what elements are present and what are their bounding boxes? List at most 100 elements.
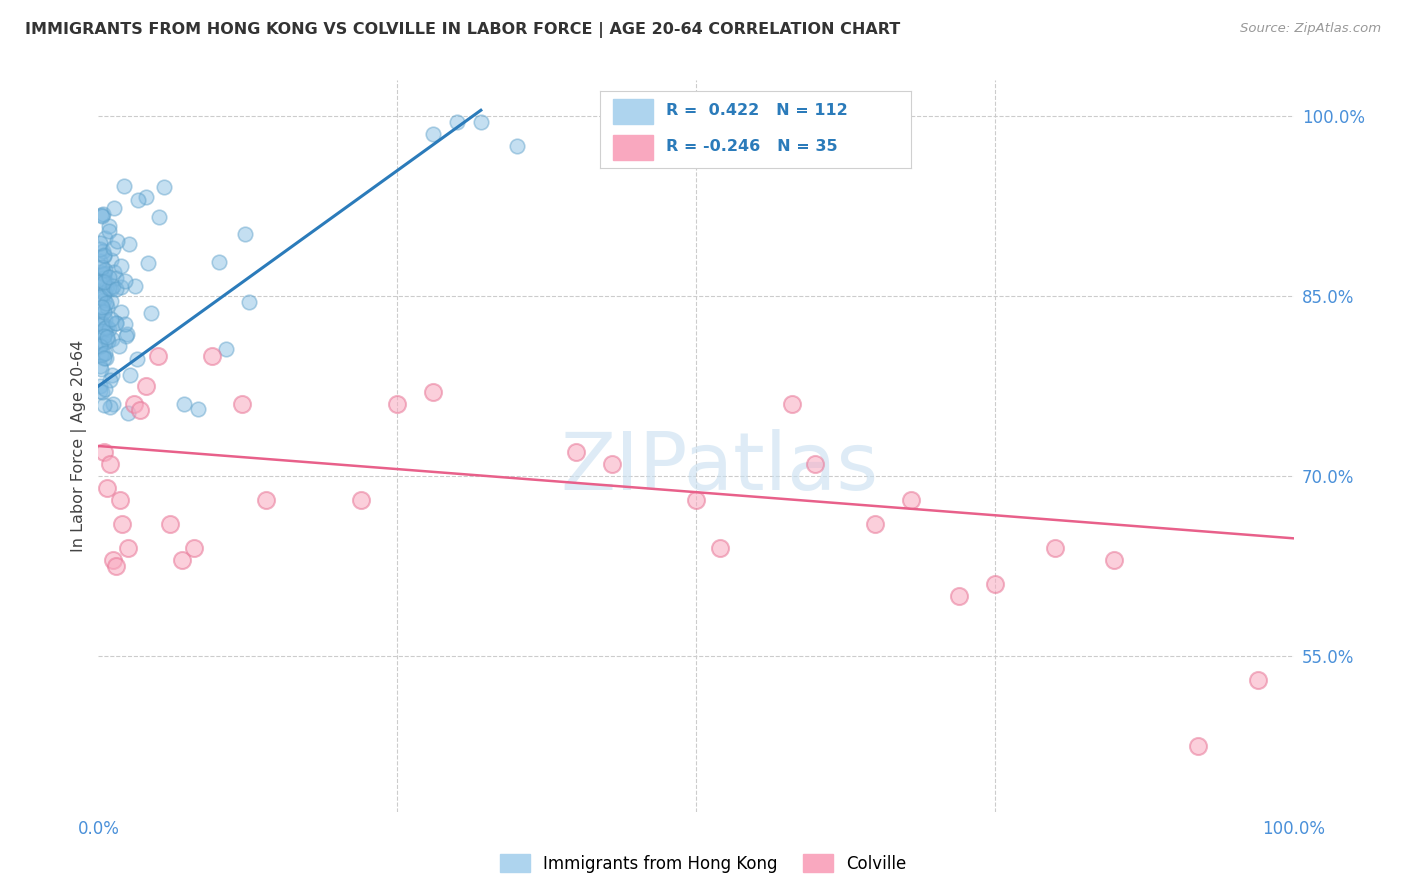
Point	[110, 305, 132, 319]
Point	[114, 317, 136, 331]
Point	[1104, 553, 1126, 567]
Point	[89, 333, 111, 347]
Point	[254, 492, 277, 507]
Point	[153, 180, 176, 194]
Point	[89, 264, 111, 278]
Point	[98, 219, 121, 233]
Point	[94, 296, 117, 310]
Point	[94, 320, 117, 334]
Text: IMMIGRANTS FROM HONG KONG VS COLVILLE IN LABOR FORCE | AGE 20-64 CORRELATION CHA: IMMIGRANTS FROM HONG KONG VS COLVILLE IN…	[25, 22, 901, 38]
Point	[117, 541, 139, 555]
Point	[141, 306, 163, 320]
Point	[685, 492, 707, 507]
Point	[90, 209, 112, 223]
Legend: Immigrants from Hong Kong, Colville: Immigrants from Hong Kong, Colville	[494, 847, 912, 880]
Point	[93, 398, 115, 412]
Point	[93, 276, 115, 290]
Point	[104, 270, 127, 285]
Point	[94, 382, 117, 396]
Point	[89, 290, 111, 304]
Point	[89, 275, 111, 289]
Point	[120, 368, 142, 383]
Point	[91, 209, 114, 223]
Point	[91, 291, 114, 305]
Point	[89, 254, 111, 268]
Point	[94, 275, 117, 289]
Point	[124, 397, 146, 411]
Point	[948, 589, 970, 603]
Point	[94, 231, 117, 245]
Point	[93, 267, 115, 281]
Point	[89, 359, 111, 374]
Point	[101, 553, 124, 567]
Point	[100, 282, 122, 296]
Point	[136, 256, 159, 270]
Point	[98, 457, 122, 471]
Point	[173, 397, 195, 411]
Point	[94, 263, 117, 277]
Point	[506, 139, 529, 153]
Y-axis label: In Labor Force | Age 20-64: In Labor Force | Age 20-64	[72, 340, 87, 552]
Point	[96, 330, 118, 344]
Point	[709, 541, 731, 555]
Point	[93, 266, 115, 280]
Point	[91, 385, 114, 400]
Point	[91, 301, 114, 315]
Point	[98, 269, 121, 284]
Point	[101, 368, 124, 382]
Point	[89, 384, 111, 398]
Point	[97, 334, 120, 349]
Point	[94, 326, 117, 340]
Point	[93, 285, 115, 300]
Point	[93, 329, 115, 343]
Point	[172, 553, 194, 567]
Point	[124, 278, 146, 293]
Point	[118, 237, 141, 252]
Point	[93, 293, 115, 307]
Point	[115, 326, 138, 341]
Point	[105, 316, 128, 330]
Point	[101, 397, 124, 411]
Point	[98, 281, 121, 295]
Point	[129, 403, 152, 417]
Point	[98, 400, 121, 414]
Point	[90, 301, 112, 316]
Point	[105, 316, 128, 330]
Point	[900, 492, 922, 507]
Point	[98, 224, 121, 238]
Point	[159, 516, 181, 531]
Point	[91, 347, 114, 361]
Point	[97, 322, 120, 336]
Point	[93, 336, 115, 351]
Point	[93, 305, 115, 319]
Point	[117, 406, 139, 420]
Point	[201, 349, 224, 363]
Point	[100, 294, 122, 309]
Point	[1187, 739, 1209, 753]
Point	[1247, 673, 1270, 687]
Point	[103, 201, 125, 215]
Point	[90, 260, 112, 275]
Point	[89, 311, 111, 326]
Point	[865, 516, 887, 531]
Point	[104, 282, 127, 296]
Point	[148, 211, 170, 225]
Point	[91, 207, 114, 221]
Point	[90, 337, 112, 351]
Text: ZIPatlas: ZIPatlas	[561, 429, 879, 507]
Point	[96, 319, 118, 334]
Point	[135, 190, 157, 204]
Point	[110, 280, 132, 294]
Point	[1043, 541, 1066, 555]
Point	[111, 516, 134, 531]
Point	[89, 379, 111, 393]
Point	[446, 115, 468, 129]
Point	[93, 285, 115, 299]
Point	[470, 115, 492, 129]
Point	[91, 274, 114, 288]
Point	[93, 351, 115, 366]
Point	[350, 492, 373, 507]
Point	[90, 318, 112, 332]
Point	[115, 329, 138, 343]
Point	[114, 274, 136, 288]
